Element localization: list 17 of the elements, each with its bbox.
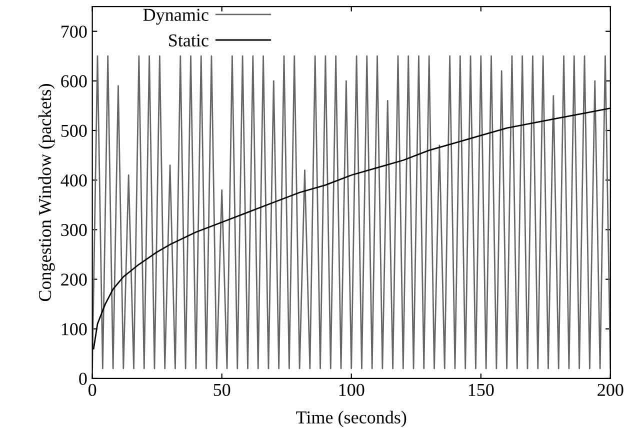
legend-label: Static [169,34,208,46]
x-tick-label: 150 [468,384,494,396]
y-tick-label: 700 [62,26,87,38]
y-tick-label: 300 [61,224,87,236]
y-axis-title: Congestion Window (packets) [38,84,55,302]
x-axis-title: Time (seconds) [296,410,406,428]
y-tick-label: 0 [79,372,87,385]
x-tick-label: 100 [339,384,364,396]
x-tick-label: 200 [598,384,624,396]
legend-label: Dynamic [143,8,208,25]
x-tick-label: 0 [88,384,96,396]
y-tick-label: 200 [61,274,87,286]
x-tick-label: 50 [214,384,230,396]
y-tick-label: 600 [61,75,87,88]
y-tick-label: 400 [60,174,87,187]
y-tick-label: 500 [61,124,87,137]
y-tick-label: 100 [62,323,87,336]
